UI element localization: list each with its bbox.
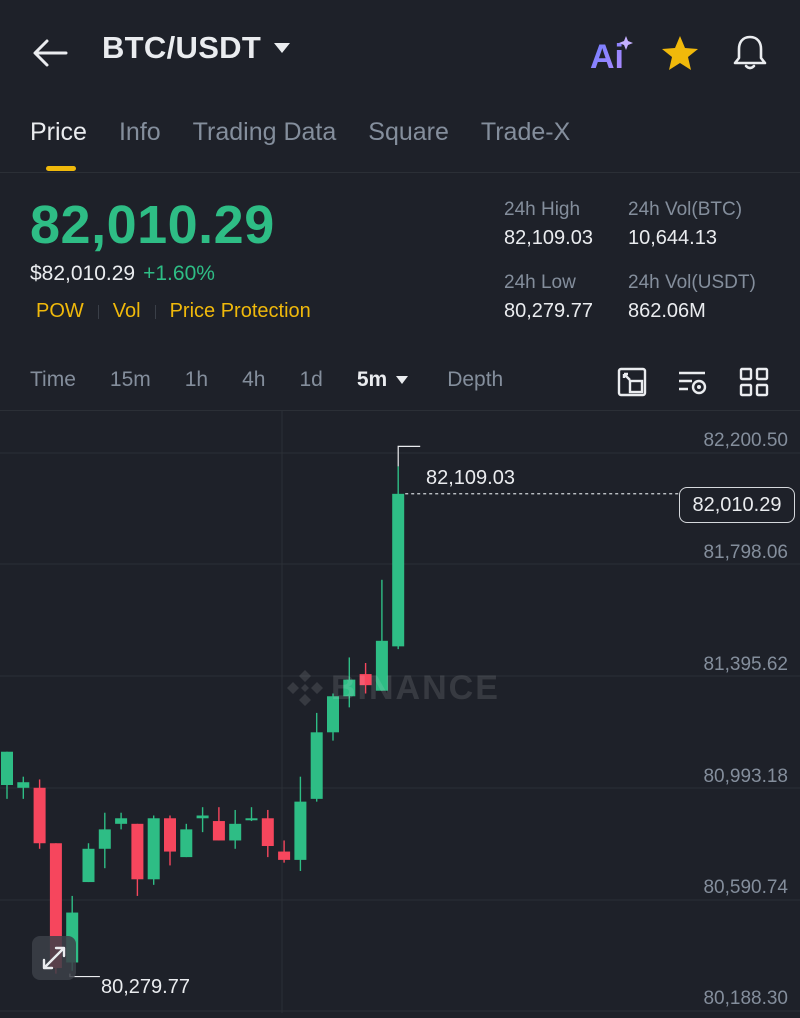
expand-chart-button[interactable] bbox=[32, 936, 76, 980]
pair-title: BTC/USDT bbox=[102, 30, 262, 65]
watermark: BINANCE bbox=[285, 668, 500, 708]
candle-body bbox=[261, 818, 274, 847]
favorite-star-icon[interactable] bbox=[660, 34, 700, 72]
candle-body bbox=[180, 829, 193, 858]
candle-body bbox=[359, 674, 372, 686]
fiat-price: $82,010.29 bbox=[30, 262, 136, 285]
tag-pow[interactable]: POW bbox=[36, 300, 84, 322]
grid-layout-icon[interactable] bbox=[738, 366, 770, 398]
y-tick-label: 81,395.62 bbox=[703, 654, 788, 675]
candle-body bbox=[229, 823, 242, 841]
candle-body bbox=[343, 679, 356, 697]
expand-arrows-icon bbox=[42, 946, 66, 970]
interval-15m[interactable]: 15m bbox=[109, 368, 151, 391]
interval-1h[interactable]: 1h bbox=[184, 368, 209, 391]
high-marker-leader bbox=[397, 445, 421, 467]
candlestick-chart[interactable] bbox=[0, 411, 800, 1013]
high-marker-label: 82,109.03 bbox=[426, 467, 515, 489]
interval-4h[interactable]: 4h bbox=[242, 368, 266, 391]
candle-body bbox=[375, 640, 388, 691]
tag-price-protection[interactable]: Price Protection bbox=[169, 300, 311, 322]
fiat-row: $82,010.29 +1.60% bbox=[30, 262, 215, 286]
interval-time[interactable]: Time bbox=[30, 368, 76, 391]
tag-vol[interactable]: Vol bbox=[112, 300, 141, 322]
interval-bar: Time 15m 1h 4h 1d 5m Depth bbox=[30, 368, 537, 392]
tab-info[interactable]: Info bbox=[118, 118, 161, 146]
candle-body bbox=[98, 829, 111, 849]
caret-down-icon bbox=[396, 376, 409, 384]
stat-high-value: 82,109.03 bbox=[504, 227, 593, 249]
interval-5m-label: 5m bbox=[356, 368, 388, 391]
stat-vol-usdt-label: 24h Vol(USDT) bbox=[628, 272, 756, 293]
caret-down-icon bbox=[274, 43, 291, 53]
low-marker-label: 80,279.77 bbox=[101, 976, 190, 998]
tab-trading-data[interactable]: Trading Data bbox=[192, 118, 337, 146]
stat-high-label: 24h High bbox=[504, 199, 581, 220]
y-tick-label: 82,200.50 bbox=[703, 430, 788, 451]
last-price-tag: 82,010.29 bbox=[679, 487, 795, 523]
last-price: 82,010.29 bbox=[30, 195, 275, 255]
back-arrow-icon[interactable] bbox=[30, 36, 70, 70]
tab-price[interactable]: Price bbox=[30, 118, 87, 146]
candle-body bbox=[147, 818, 160, 880]
candle-body bbox=[392, 493, 405, 647]
interval-5m-dropdown[interactable]: 5m bbox=[357, 368, 409, 392]
candle-body bbox=[245, 818, 258, 821]
candle-body bbox=[1, 751, 13, 786]
candle-body bbox=[82, 848, 95, 883]
tab-square[interactable]: Square bbox=[368, 118, 449, 146]
stat-low-value: 80,279.77 bbox=[504, 300, 593, 322]
y-tick-label: 80,590.74 bbox=[703, 877, 788, 898]
stat-vol-btc-label: 24h Vol(BTC) bbox=[628, 199, 743, 220]
candle-body bbox=[278, 851, 291, 860]
tab-trade-x[interactable]: Trade-X bbox=[480, 118, 571, 146]
divider bbox=[0, 410, 800, 411]
depth-tab[interactable]: Depth bbox=[447, 368, 504, 391]
binance-logo-icon bbox=[287, 670, 323, 706]
candle-body bbox=[212, 821, 225, 841]
pair-selector[interactable]: BTC/USDT bbox=[102, 30, 291, 66]
tag-separator bbox=[97, 304, 99, 319]
divider bbox=[0, 172, 800, 173]
candle-body bbox=[115, 818, 128, 824]
ai-label: Ai bbox=[590, 38, 624, 72]
tag-row: POW Vol Price Protection bbox=[36, 300, 311, 323]
watermark-text: BINANCE bbox=[331, 668, 500, 707]
ai-assistant-icon[interactable]: Ai bbox=[590, 34, 634, 76]
y-tick-label: 81,798.06 bbox=[703, 542, 788, 563]
percent-change: +1.60% bbox=[143, 262, 215, 285]
candle-body bbox=[196, 815, 209, 819]
interval-1d[interactable]: 1d bbox=[299, 368, 323, 391]
tag-separator bbox=[154, 304, 156, 319]
candle-body bbox=[164, 818, 176, 852]
bell-icon[interactable] bbox=[730, 32, 770, 72]
stat-vol-btc-value: 10,644.13 bbox=[628, 227, 717, 249]
candle-body bbox=[131, 823, 144, 880]
y-tick-label: 80,188.30 bbox=[703, 988, 788, 1009]
candle-body bbox=[294, 801, 307, 860]
candle-body bbox=[327, 696, 339, 733]
y-tick-label: 80,993.18 bbox=[703, 766, 788, 787]
candle-body bbox=[17, 782, 30, 788]
tab-bar: Price Info Trading Data Square Trade-X bbox=[30, 118, 570, 147]
fullscreen-chart-icon[interactable] bbox=[616, 366, 648, 398]
indicator-settings-icon[interactable] bbox=[676, 366, 708, 398]
chart-canvas bbox=[0, 411, 800, 1013]
stat-low-label: 24h Low bbox=[504, 272, 576, 293]
candle-body bbox=[33, 787, 46, 844]
stat-vol-usdt-value: 862.06M bbox=[628, 300, 706, 322]
active-tab-indicator bbox=[46, 166, 76, 171]
candle-body bbox=[310, 732, 323, 799]
